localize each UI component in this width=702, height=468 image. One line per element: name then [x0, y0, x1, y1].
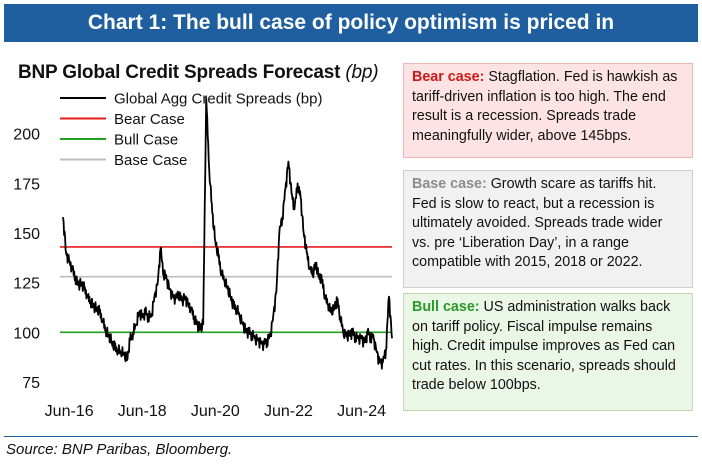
y-tick-label: 150: [13, 226, 40, 243]
x-tick-label: Jun-24: [337, 403, 386, 420]
legend-label: Base Case: [114, 152, 187, 169]
x-tick-label: Jun-18: [118, 403, 167, 420]
y-tick-label: 200: [13, 127, 40, 144]
bull-case-box: Bull case: US administration walks back …: [403, 293, 693, 411]
y-tick-label: 125: [13, 276, 40, 293]
legend-label: Bull Case: [114, 132, 178, 149]
credit-spreads-series-line: [62, 97, 393, 370]
x-tick-label: Jun-22: [264, 403, 313, 420]
y-tick-label: 75: [22, 375, 40, 392]
bull-case-text: US administration walks back on tariff p…: [412, 299, 676, 394]
bear-case-text: Stagflation. Fed is hawkish as tariff-dr…: [412, 69, 678, 144]
bear-case-box: Bear case: Stagflation. Fed is hawkish a…: [403, 63, 693, 158]
x-tick-label: Jun-16: [45, 403, 94, 420]
base-case-box: Base case: Growth scare as tariffs hit. …: [403, 170, 693, 288]
legend-label: Bear Case: [114, 111, 185, 128]
base-case-text: Growth scare as tariffs hit. Fed is slow…: [412, 176, 663, 271]
base-case-label: Base case:: [412, 176, 487, 192]
bear-case-label: Bear case:: [412, 69, 485, 85]
x-tick-label: Jun-20: [191, 403, 240, 420]
source-note: Source: BNP Paribas, Bloomberg.: [6, 441, 233, 458]
chart-title-unit: (bp): [345, 62, 379, 83]
chart-title-main: BNP Global Credit Spreads Forecast: [18, 62, 341, 83]
bull-case-label: Bull case:: [412, 299, 480, 315]
chart-title: BNP Global Credit Spreads Forecast (bp): [18, 62, 379, 84]
footer-divider: [4, 436, 698, 437]
y-tick-label: 175: [13, 176, 40, 193]
chart-banner-title: Chart 1: The bull case of policy optimis…: [4, 4, 698, 42]
y-tick-label: 100: [13, 325, 40, 342]
credit-spreads-chart: 75 100 125 150 175 200 Jun-16 Jun-18 Jun-20 Jun-2…: [13, 91, 393, 420]
legend-label: Global Agg Credit Spreads (bp): [114, 91, 322, 108]
